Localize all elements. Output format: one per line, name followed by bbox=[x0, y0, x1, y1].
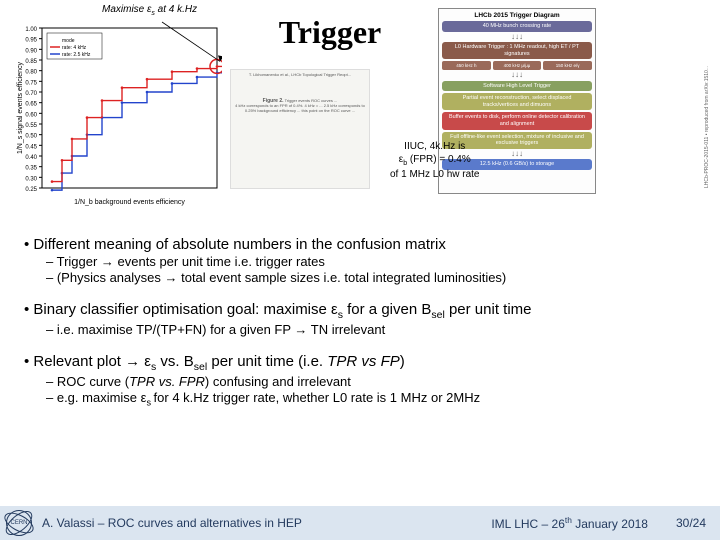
svg-text:mode: mode bbox=[62, 38, 75, 44]
paper-body: 4 kHz corresponds to an FPR of 0.4%. 4 k… bbox=[234, 104, 366, 114]
bullet-1-main: Different meaning of absolute numbers in… bbox=[33, 236, 445, 253]
svg-text:0.60: 0.60 bbox=[25, 112, 37, 118]
svg-text:0.80: 0.80 bbox=[25, 70, 37, 76]
lhcb-tri-cell: 450 kHz h bbox=[442, 61, 491, 70]
lhcb-tri-cell: 150 kHz e/γ bbox=[543, 61, 592, 70]
footer-mid-sup: th bbox=[565, 515, 572, 525]
b3p2: vs. B bbox=[156, 353, 194, 370]
b3p5: TPR vs FP bbox=[327, 353, 400, 370]
svg-text:0.35: 0.35 bbox=[25, 166, 37, 172]
b3s2a: – e.g. maximise ε bbox=[46, 390, 146, 405]
bullet-1-sub-2: – (Physics analyses → total event sample… bbox=[46, 270, 696, 285]
b3s1b: TPR vs. FPR bbox=[129, 374, 205, 389]
svg-text:0.25: 0.25 bbox=[25, 187, 37, 193]
top-section: Maximise εs at 4 k.Hz 0.250.300.350.400.… bbox=[0, 0, 720, 220]
b3s2b: s bbox=[146, 398, 153, 408]
roc-plot: Maximise εs at 4 k.Hz 0.250.300.350.400.… bbox=[12, 8, 222, 208]
footer-mid: IML LHC – 26th January 2018 bbox=[491, 515, 648, 531]
page-title: Trigger bbox=[230, 14, 430, 51]
svg-text:0.85: 0.85 bbox=[25, 59, 37, 65]
annotation-text: IIUC, 4k.Hz is εb (FPR) = 0.4% of 1 MHz … bbox=[390, 140, 479, 181]
svg-text:0.70: 0.70 bbox=[25, 91, 37, 97]
body-section: • Different meaning of absolute numbers … bbox=[0, 220, 720, 408]
b2p2: for a given B bbox=[343, 301, 431, 318]
roc-svg: 0.25 0.30 0.35 0.40 0.45 0.50 0.55 0.60 0.65 0.70… bbox=[12, 8, 222, 208]
svg-text:0.50: 0.50 bbox=[25, 134, 37, 140]
annotation-line1: IIUC, 4k.Hz is bbox=[404, 141, 465, 152]
footer-right: 30/24 bbox=[676, 516, 706, 530]
footer-left: A. Valassi – ROC curves and alternatives… bbox=[42, 516, 491, 530]
lhcb-side-caption: LHCb-PROC-2015-011 • reproduced from arX… bbox=[704, 28, 710, 188]
arrow-down-icon: ↓↓↓ bbox=[442, 72, 592, 78]
b3s1a: – ROC curve ( bbox=[46, 374, 129, 389]
bullet-1-sub-1: – Trigger → events per unit time i.e. tr… bbox=[46, 254, 696, 269]
svg-text:1/N_b background events effici: 1/N_b background events efficiency bbox=[74, 199, 185, 206]
svg-text:1/N_s signal events efficiency: 1/N_s signal events efficiency bbox=[17, 61, 24, 154]
bullet-1: • Different meaning of absolute numbers … bbox=[24, 236, 696, 253]
lhcb-tri-row: 450 kHz h400 kHz μ/μμ150 kHz e/γ bbox=[442, 61, 592, 70]
lhcb-row: Buffer events to disk, perform online de… bbox=[442, 112, 592, 129]
lhcb-row: 40 MHz bunch crossing rate bbox=[442, 21, 592, 32]
title-column: Trigger T. Likhomanenko et al., LHCb Top… bbox=[230, 8, 430, 216]
arrow-down-icon: ↓↓↓ bbox=[442, 34, 592, 40]
svg-text:0.55: 0.55 bbox=[25, 123, 37, 129]
paper-author: T. Likhomanenko et al., LHCb Topological… bbox=[234, 73, 366, 78]
lhcb-tri-cell: 400 kHz μ/μμ bbox=[493, 61, 542, 70]
cern-logo-text: CERN bbox=[10, 520, 27, 526]
annotation-line3: of 1 MHz L0 hw rate bbox=[390, 169, 479, 180]
lhcb-row: Partial event reconstruction, select dis… bbox=[442, 93, 592, 110]
lhcb-diagram-column: LHCb 2015 Trigger Diagram 40 MHz bunch cr… bbox=[438, 8, 708, 216]
lhcb-row: L0 Hardware Trigger : 1 MHz readout, hig… bbox=[442, 42, 592, 59]
lhcb-header: LHCb 2015 Trigger Diagram bbox=[442, 12, 592, 19]
svg-text:0.30: 0.30 bbox=[25, 176, 37, 182]
b3p0: Relevant plot → ε bbox=[33, 353, 151, 370]
bullet-3-sub-2: – e.g. maximise εs for 4 k.Hz trigger ra… bbox=[46, 390, 696, 408]
footer-mid-pre: IML LHC – 26 bbox=[491, 517, 565, 531]
svg-text:rate: 4 kHz: rate: 4 kHz bbox=[62, 45, 87, 51]
roc-caption: Maximise εs at 4 k.Hz bbox=[102, 4, 197, 17]
b2p0: Binary classifier optimisation goal: max… bbox=[33, 301, 337, 318]
lhcb-row: Software High Level Trigger bbox=[442, 81, 592, 92]
svg-text:0.95: 0.95 bbox=[25, 38, 37, 44]
b3p4: per unit time (i.e. bbox=[207, 353, 327, 370]
svg-text:rate: 2.5 kHz: rate: 2.5 kHz bbox=[62, 52, 91, 58]
svg-text:0.65: 0.65 bbox=[25, 102, 37, 108]
svg-text:1.00: 1.00 bbox=[25, 27, 37, 33]
b2p4: per unit time bbox=[445, 301, 532, 318]
footer: CERN A. Valassi – ROC curves and alterna… bbox=[0, 506, 720, 540]
bullet-3: • Relevant plot → εs vs. Bsel per unit t… bbox=[24, 353, 696, 373]
bullet-3-sub-1: – ROC curve (TPR vs. FPR) confusing and … bbox=[46, 374, 696, 389]
svg-text:0.90: 0.90 bbox=[25, 48, 37, 54]
b3s2c: for 4 k.Hz trigger rate, whether L0 rate… bbox=[154, 390, 481, 405]
b3p6: ) bbox=[400, 353, 405, 370]
paper-snippet: T. Likhomanenko et al., LHCb Topological… bbox=[230, 69, 370, 189]
cern-logo: CERN bbox=[6, 510, 32, 536]
b3p3: sel bbox=[194, 361, 207, 373]
bullet-2-sub-1: – i.e. maximise TP/(TP+FN) for a given F… bbox=[46, 322, 696, 337]
roc-caption-pre: Maximise ε bbox=[102, 4, 151, 15]
svg-text:0.45: 0.45 bbox=[25, 144, 37, 150]
b2p3: sel bbox=[431, 309, 444, 321]
svg-text:0.75: 0.75 bbox=[25, 80, 37, 86]
roc-caption-post: at 4 k.Hz bbox=[155, 4, 197, 15]
b3s1c: ) confusing and irrelevant bbox=[205, 374, 351, 389]
bullet-2: • Binary classifier optimisation goal: m… bbox=[24, 301, 696, 321]
annotation-line2b: (FPR) = 0.4% bbox=[407, 154, 471, 165]
svg-text:0.40: 0.40 bbox=[25, 155, 37, 161]
footer-mid-post: January 2018 bbox=[572, 517, 648, 531]
